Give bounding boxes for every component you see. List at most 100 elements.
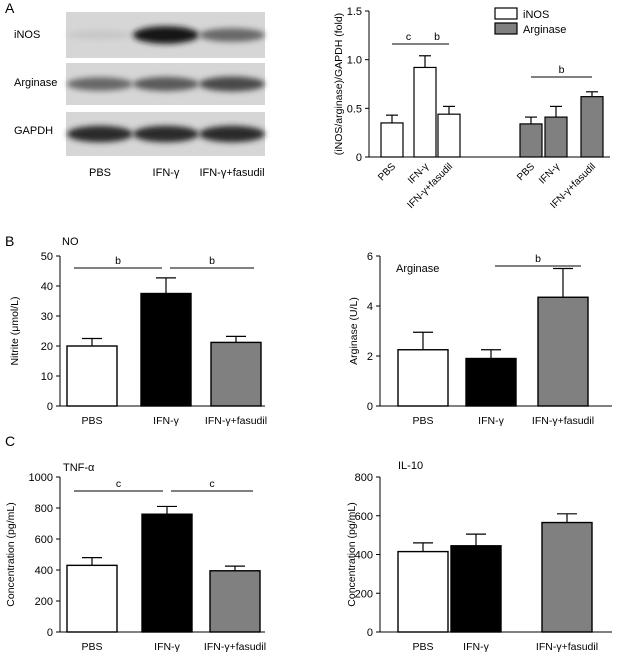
y-tick-label: 400 [355,550,373,562]
y-tick-label: 0 [367,401,373,413]
x-tick-label: IFN-γ [463,641,489,653]
blot-band [199,125,265,143]
y-tick-label: 1.0 [347,55,362,67]
bar [519,123,543,158]
y-tick-label: 0 [367,627,373,639]
significance-label: b [209,255,215,267]
y-axis-label: Concentration (pg/mL) [346,502,358,606]
x-tick-label: PBS [412,415,433,427]
y-tick-label: 4 [367,301,373,313]
bar [465,357,517,407]
blot-band [67,125,133,143]
blot-band [133,26,199,44]
bar [140,292,192,407]
y-tick-label: 10 [41,371,53,383]
significance-label: b [115,255,121,267]
y-tick-label: 50 [41,251,53,263]
bar [397,349,449,407]
bar [437,113,461,158]
blot-row-label: Arginase [14,77,57,89]
y-tick-label: 40 [41,281,53,293]
significance-label: b [535,253,541,265]
bar [397,550,449,633]
legend-swatch [494,22,518,35]
x-tick-label: IFN-γ+fasudil [205,415,267,427]
blot-lane-label: PBS [89,167,111,179]
y-tick-label: 0 [47,627,53,639]
bar [413,66,437,158]
x-tick-label: PBS [376,161,398,183]
x-tick-label: IFN-γ [478,415,504,427]
y-tick-label: 400 [35,565,53,577]
chart-tnf: 0 200 400 600 800 1000 Concentration (pg/mL) TN… [5,462,266,653]
y-tick-label: 0 [47,401,53,413]
blot-lane-label: IFN-γ+fasudil [199,167,264,179]
bar [209,570,261,633]
x-tick-label: PBS [81,641,102,653]
y-tick-label: 1000 [29,472,53,484]
blot-lane-label: IFN-γ [153,167,180,179]
bar [544,116,568,158]
x-tick-label: IFN-γ+fasudil [532,415,594,427]
blot-row-label: iNOS [14,29,40,41]
legend-label: Arginase [523,24,566,36]
bar [66,345,118,407]
y-axis-label: (iNOS/arginase)/GAPDH (fold) [333,13,345,155]
y-tick-label: 30 [41,311,53,323]
x-tick-label: IFN-γ [154,641,180,653]
panel-label-a: A [5,0,15,16]
y-tick-label: 20 [41,341,53,353]
y-tick-label: 200 [355,588,373,600]
bar [380,122,404,158]
chart-title: TNF-α [63,462,95,474]
bar [141,513,193,633]
chart-fold: 0 0.5 1.0 1.5(iNOS/arginase)/GAPDH (fold) PB… [333,6,610,211]
chart-arginase: 0 2 4 6 Arginase (U/L) Arginase PBS IFN-γ IFN-γ+… [348,251,612,427]
bar [450,545,502,633]
x-tick-label: IFN-γ [153,415,179,427]
significance-label: c [209,478,214,490]
blot-row-label: GAPDH [14,125,53,137]
legend-label: iNOS [523,9,549,21]
blot-band [67,30,133,40]
bar [66,564,118,633]
blot-band [199,76,265,92]
blot-band [67,77,133,91]
x-tick-label: IFN-γ+fasudil [204,641,266,653]
legend-swatch [494,7,518,20]
chart-title: NO [62,236,79,248]
bar [580,96,604,158]
x-tick-label: IFN-γ [537,161,562,186]
blot-band [133,76,199,92]
chart-il10: 0 200 400 600 800 Concentration (pg/mL) IL-10 P… [346,460,612,653]
y-tick-label: 1.5 [347,6,362,18]
chart-title: Arginase [396,263,439,275]
bar [210,341,262,407]
significance-label: b [559,64,565,76]
y-axis-label: Concentration (pg/mL) [5,502,17,606]
y-tick-label: 200 [35,596,53,608]
blot-band [199,28,265,42]
x-tick-label: PBS [515,161,537,183]
x-tick-label: PBS [81,415,102,427]
y-tick-label: 800 [355,472,373,484]
y-tick-label: 600 [35,534,53,546]
y-tick-label: 6 [367,251,373,263]
y-axis-label: Arginase (U/L) [348,297,360,365]
significance-label: b [434,31,440,43]
panel-label-b: B [5,233,14,249]
significance-label: c [116,478,121,490]
y-axis-label: Nitrite (μmol/L) [9,296,21,365]
y-tick-label: 800 [35,503,53,515]
y-tick-label: 600 [355,511,373,523]
y-tick-label: 0 [356,152,362,164]
bar [537,296,589,407]
y-tick-label: 2 [367,351,373,363]
western-blot: iNOS Arginase GAPDH PBS IFN-γ IFN-γ+fasudil [14,12,265,179]
chart-title: IL-10 [398,460,423,472]
chart-no: 0 10 20 30 40 50 Nitrite (μmol/L) NO PBS IFN-γ IFN… [9,236,267,427]
x-tick-label: IFN-γ+fasudil [536,641,598,653]
bar [541,521,593,633]
panel-label-c: C [5,433,15,449]
